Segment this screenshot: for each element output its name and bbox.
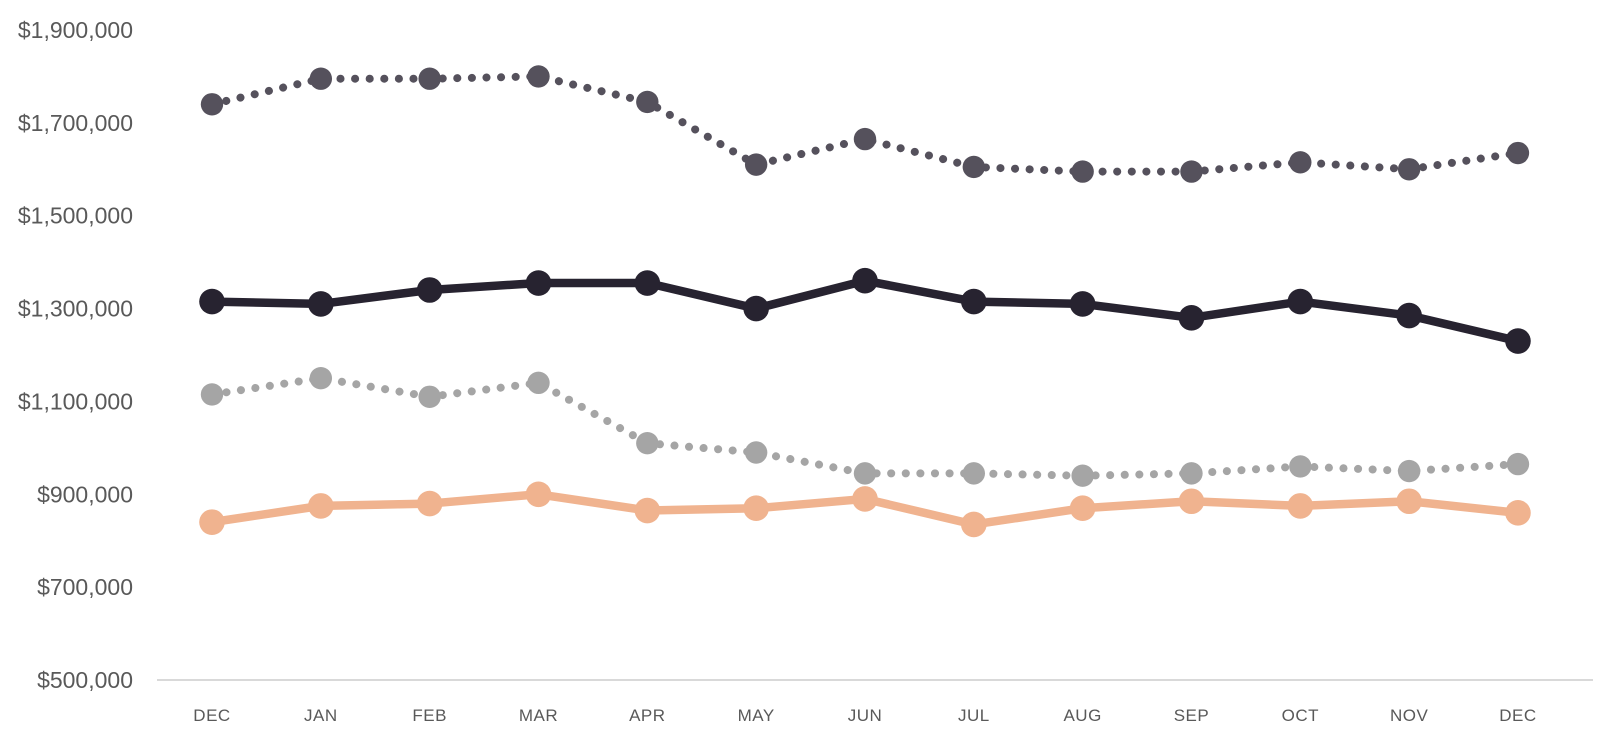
data-point-marker-dark-dotted-series — [744, 153, 768, 176]
data-point-marker-gray-dotted-series — [418, 385, 441, 408]
data-point-marker-dark-dotted-series — [636, 90, 659, 114]
y-tick-label: $1,300,000 — [18, 296, 133, 322]
data-point-marker-black-solid-series — [1396, 302, 1422, 329]
data-point-marker-black-solid-series — [852, 267, 878, 294]
data-point-marker-orange-solid-series — [525, 481, 552, 508]
data-point-marker-gray-dotted-series — [1289, 455, 1312, 478]
series-line-dark-dotted-series — [208, 72, 1522, 176]
x-tick-label: SEP — [1174, 706, 1210, 725]
data-point-marker-orange-solid-series — [1287, 493, 1314, 519]
data-point-marker-orange-solid-series — [199, 509, 225, 535]
data-point-marker-orange-solid-series — [961, 511, 987, 538]
data-point-marker-black-solid-series — [1505, 328, 1531, 354]
y-tick-label: $1,700,000 — [18, 110, 133, 136]
data-point-marker-black-solid-series — [199, 288, 225, 315]
x-tick-label: FEB — [412, 706, 447, 725]
y-tick-label: $1,500,000 — [18, 203, 133, 229]
data-point-marker-gray-dotted-series — [200, 383, 224, 406]
data-point-marker-black-solid-series — [1178, 305, 1205, 331]
data-point-marker-dark-dotted-series — [309, 67, 333, 90]
data-point-marker-black-solid-series — [743, 295, 769, 322]
x-tick-label: JUN — [848, 706, 883, 725]
data-point-marker-gray-dotted-series — [309, 367, 333, 390]
data-point-marker-black-solid-series — [1287, 288, 1314, 315]
data-point-marker-gray-dotted-series — [1397, 459, 1421, 483]
data-point-marker-orange-solid-series — [1069, 495, 1096, 522]
data-point-marker-dark-dotted-series — [853, 127, 877, 151]
data-point-marker-orange-solid-series — [634, 497, 661, 524]
x-tick-label: AUG — [1063, 706, 1101, 725]
data-point-marker-black-solid-series — [1069, 291, 1096, 317]
data-point-marker-orange-solid-series — [1396, 488, 1422, 515]
y-tick-label: $1,100,000 — [18, 388, 133, 414]
data-point-marker-gray-dotted-series — [853, 462, 877, 485]
data-point-marker-gray-dotted-series — [1071, 464, 1094, 487]
series-line-gray-dotted-series — [208, 374, 1522, 480]
x-tick-label: DEC — [193, 706, 230, 725]
data-point-marker-gray-dotted-series — [1180, 462, 1203, 485]
y-tick-label: $900,000 — [37, 481, 133, 507]
data-point-marker-dark-dotted-series — [1180, 160, 1203, 183]
x-tick-label: NOV — [1390, 706, 1429, 725]
data-point-marker-orange-solid-series — [416, 490, 443, 517]
data-point-marker-black-solid-series — [525, 270, 552, 296]
x-tick-label: MAR — [519, 706, 558, 725]
data-point-marker-black-solid-series — [308, 291, 334, 317]
x-tick-label: DEC — [1499, 706, 1536, 725]
y-tick-label: $1,900,000 — [18, 17, 133, 43]
data-point-marker-dark-dotted-series — [200, 93, 224, 116]
x-tick-label: MAY — [738, 706, 775, 725]
x-tick-label: OCT — [1282, 706, 1319, 725]
data-point-marker-black-solid-series — [961, 288, 987, 315]
data-point-marker-dark-dotted-series — [1397, 158, 1421, 181]
y-tick-label: $500,000 — [37, 667, 133, 693]
data-point-marker-orange-solid-series — [1178, 488, 1205, 515]
y-tick-label: $700,000 — [37, 574, 133, 600]
data-point-marker-black-solid-series — [634, 270, 661, 296]
x-tick-label: JAN — [304, 706, 338, 725]
data-point-marker-orange-solid-series — [1505, 500, 1531, 526]
data-point-marker-black-solid-series — [416, 277, 443, 303]
data-point-marker-dark-dotted-series — [1506, 141, 1530, 165]
data-point-marker-gray-dotted-series — [744, 441, 768, 464]
x-tick-label: JUL — [958, 706, 990, 725]
data-point-marker-gray-dotted-series — [636, 432, 659, 455]
data-point-marker-dark-dotted-series — [962, 155, 986, 179]
data-point-marker-gray-dotted-series — [1506, 452, 1530, 476]
data-point-marker-orange-solid-series — [743, 495, 769, 522]
x-tick-label: APR — [629, 706, 665, 725]
data-point-marker-dark-dotted-series — [527, 65, 550, 88]
data-point-marker-dark-dotted-series — [1289, 151, 1312, 174]
data-point-marker-gray-dotted-series — [962, 462, 986, 485]
data-point-marker-orange-solid-series — [852, 486, 878, 512]
data-point-marker-gray-dotted-series — [527, 371, 550, 395]
data-point-marker-dark-dotted-series — [1071, 160, 1094, 183]
data-point-marker-orange-solid-series — [308, 493, 334, 519]
data-point-marker-dark-dotted-series — [418, 67, 441, 90]
